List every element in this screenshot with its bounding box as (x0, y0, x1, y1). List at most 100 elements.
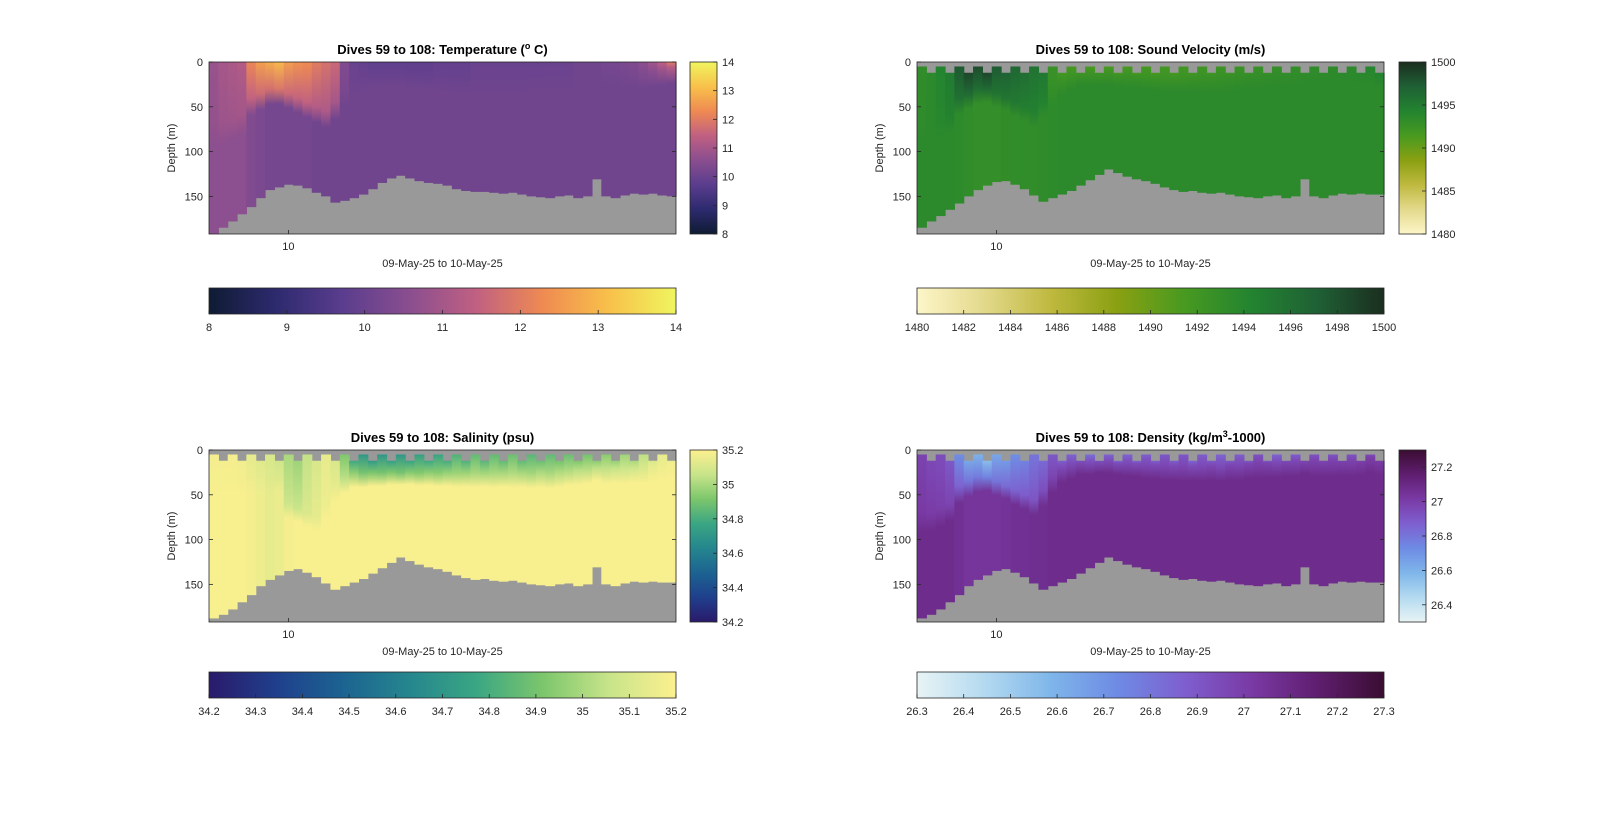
dive-column (926, 460, 937, 615)
chart-panel-3: Dives 59 to 108: Salinity (psu) 0 50 100 150… (166, 430, 743, 718)
dive-column (591, 460, 602, 568)
dive-column (1094, 460, 1105, 563)
dive-column (1215, 454, 1226, 581)
chart-title: Dives 59 to 108: Sound Velocity (m/s) (1036, 42, 1266, 57)
dive-column (545, 454, 556, 587)
dive-column (982, 72, 993, 186)
dive-column (311, 62, 322, 193)
dive-column (1234, 66, 1245, 197)
colorbar-vertical-tick-label: 26.4 (1431, 600, 1452, 612)
dive-column (1010, 454, 1021, 573)
dive-column (917, 454, 927, 619)
dive-column (917, 66, 927, 228)
dive-column (1038, 460, 1049, 590)
dive-column (1355, 72, 1366, 194)
dive-column (563, 62, 574, 196)
dive-column (246, 454, 257, 596)
dive-column (563, 454, 574, 584)
chart-title-end: C) (530, 42, 547, 57)
chart-title-superscript: o (525, 41, 531, 51)
dive-column (666, 62, 677, 197)
y-tick-label: 0 (197, 445, 203, 457)
dive-column (479, 62, 490, 192)
dive-column (1253, 66, 1264, 199)
dive-column (367, 62, 378, 190)
axes-box (208, 61, 677, 235)
dive-column (1029, 66, 1040, 196)
dive-column (526, 454, 537, 585)
colorbar-horizontal-tick-label: 34.6 (385, 706, 406, 718)
dive-column (582, 62, 593, 197)
dive-column (1327, 66, 1338, 196)
dive-column (619, 454, 630, 584)
dive-column (1374, 460, 1385, 583)
dive-column (423, 460, 434, 568)
dive-column (1001, 460, 1011, 570)
dive-column (321, 62, 332, 197)
y-tick-label: 150 (185, 579, 203, 591)
dive-column (395, 62, 406, 176)
x-axis-label: 09-May-25 to 10-May-25 (1090, 646, 1210, 658)
colorbar-horizontal-tick-label: 26.4 (953, 706, 974, 718)
x-axis-label: 09-May-25 to 10-May-25 (382, 646, 502, 658)
dive-column (1318, 72, 1329, 199)
dive-column (1113, 72, 1124, 174)
dive-column (545, 62, 556, 199)
colorbar-horizontal-tick-label: 9 (284, 322, 290, 334)
dive-column (1225, 72, 1236, 195)
dive-column (935, 454, 946, 610)
colorbar-vertical-tick-label: 13 (722, 86, 734, 98)
y-axis-label: Depth (m) (874, 512, 886, 561)
dive-column (218, 62, 229, 228)
dive-column (498, 62, 509, 194)
colorbar-horizontal-tick-label: 14 (670, 322, 682, 334)
colorbar-horizontal-tick-label: 11 (437, 322, 448, 334)
x-axis-label: 09-May-25 to 10-May-25 (382, 258, 502, 270)
dive-column (1187, 460, 1198, 579)
dive-column (1169, 72, 1180, 191)
dive-column (349, 62, 360, 199)
dive-column (302, 62, 313, 189)
dive-column (1141, 454, 1152, 570)
dive-column (218, 460, 229, 615)
dive-column (991, 454, 1002, 571)
y-axis-label: Depth (m) (166, 512, 178, 561)
dive-column (1290, 454, 1301, 585)
dive-column (1178, 454, 1189, 580)
colorbar-vertical (1398, 449, 1427, 623)
dive-column (209, 62, 219, 234)
dive-column (573, 62, 584, 199)
y-tick-label: 100 (185, 147, 203, 159)
dive-column (1066, 454, 1077, 579)
colorbar-vertical-tick-label: 26.8 (1431, 531, 1452, 543)
colorbar-horizontal-tick-label: 34.3 (245, 706, 266, 718)
dive-column (601, 62, 612, 197)
dive-column (479, 460, 490, 579)
dive-column (1243, 460, 1254, 586)
colorbar-vertical-tick-label: 1480 (1431, 229, 1455, 241)
dive-column (237, 460, 247, 603)
colorbar-horizontal-tick-label: 1480 (905, 322, 929, 334)
dive-column (554, 460, 565, 585)
dive-column (498, 460, 509, 582)
y-tick-label: 150 (185, 191, 203, 203)
dive-column (1215, 66, 1226, 193)
dive-column (638, 62, 649, 195)
x-tick-label: 10 (990, 629, 1002, 641)
dive-column (666, 460, 677, 583)
dive-column (619, 62, 630, 196)
dive-column (1131, 460, 1142, 568)
colorbar-horizontal-tick-label: 35 (576, 706, 588, 718)
chart-title-main: Dives 59 to 108: Density (kg/m (1036, 430, 1223, 445)
dive-column (517, 460, 528, 583)
dive-column (330, 62, 341, 203)
dive-column (1038, 72, 1049, 202)
colorbar-horizontal-tick-label: 1490 (1138, 322, 1162, 334)
chart-title: Dives 59 to 108: Density (kg/m3-1000) (1036, 429, 1266, 445)
dive-column (293, 62, 303, 186)
colorbar-vertical-tick-label: 27 (1431, 497, 1443, 509)
dive-column (591, 62, 602, 180)
dive-column (1113, 460, 1124, 562)
colorbar-vertical-tick-label: 34.4 (722, 583, 743, 595)
dive-column (442, 460, 453, 572)
